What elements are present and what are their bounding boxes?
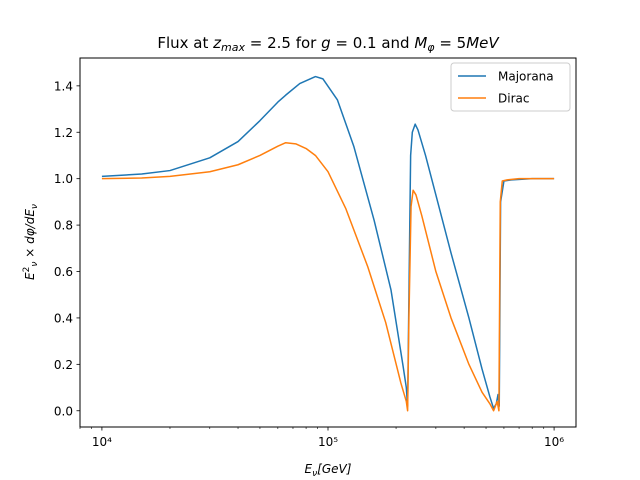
- y-tick-label: 1.4: [54, 79, 73, 93]
- y-tick-label: 0.2: [54, 358, 73, 372]
- chart-title-part: z: [212, 34, 222, 52]
- chart-title-part: M: [414, 34, 427, 52]
- chart-title-part: φ: [427, 41, 435, 54]
- plot-area: [101, 75, 555, 412]
- chart-title-part: = 2.5 for: [245, 34, 321, 52]
- y-axis-label-part: ν: [30, 204, 40, 209]
- chart-title-part: MeV: [466, 34, 500, 52]
- chart-title: Flux at zmax = 2.5 for g = 0.1 and Mφ = …: [157, 34, 500, 54]
- series-line-majorana: [101, 75, 555, 410]
- y-tick-label: 0.0: [54, 404, 73, 418]
- chart-title-part: g: [321, 34, 331, 52]
- y-tick-label: 1.0: [54, 172, 73, 186]
- x-tick-label: 10⁵: [318, 435, 338, 449]
- legend-label-dirac: Dirac: [498, 92, 529, 106]
- y-tick-label: 0.8: [54, 219, 73, 233]
- legend-frame: [450, 62, 571, 112]
- legend-label-majorana: Majorana: [498, 70, 554, 84]
- y-axis-label-part: E: [23, 272, 37, 280]
- chart-title-part: max: [221, 41, 245, 54]
- y-tick-label: 1.2: [54, 126, 73, 140]
- y-tick-label: 0.6: [54, 265, 73, 279]
- series-line-dirac: [101, 141, 555, 412]
- chart-title-part: = 0.1 and: [331, 34, 415, 52]
- chart-title-part: Flux at: [157, 34, 213, 52]
- x-axis-label-part: ν: [312, 469, 317, 479]
- y-axis-label-part: φ: [23, 228, 37, 236]
- chart-title-part: = 5: [435, 34, 467, 52]
- y-axis-label-part: ν: [30, 262, 40, 267]
- y-axis-label-part: /dE: [23, 209, 37, 230]
- y-axis: 0.0 0.2 0.4 0.6 0.8 1.0 1.2 1.4: [54, 79, 80, 418]
- x-tick-label: 10⁶: [544, 435, 564, 449]
- legend: Majorana Dirac: [450, 62, 571, 112]
- y-axis-label-part: × d: [23, 236, 37, 262]
- x-tick-label: 10⁴: [92, 435, 112, 449]
- x-axis-label-part: [GeV]: [317, 462, 352, 476]
- x-axis: 10⁴ 10⁵ 10⁶: [79, 427, 564, 449]
- x-axis-label-part: E: [305, 462, 313, 476]
- y-tick-label: 0.4: [54, 311, 73, 325]
- y-axis-label: E2ν × dφ/dEν: [22, 204, 40, 280]
- y-axis-label-part: 2: [22, 267, 32, 273]
- x-axis-label: Eν[GeV]: [305, 462, 352, 479]
